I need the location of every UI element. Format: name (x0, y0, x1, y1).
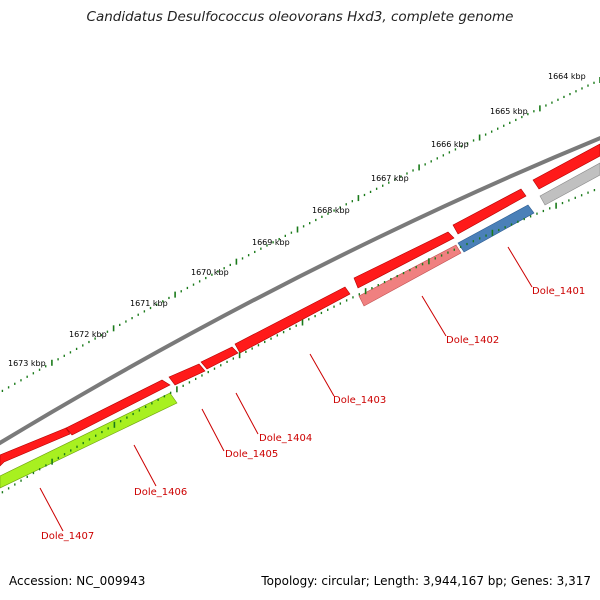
leader-line (235, 392, 259, 435)
scale-label: 1664 kbp (548, 72, 586, 81)
gene-block (234, 286, 351, 354)
gene-block (452, 188, 527, 235)
gene-label-dole-1405[interactable]: Dole_1405 (225, 449, 278, 460)
gene-block-1407 (0, 392, 178, 489)
scale-label: 1667 kbp (371, 174, 409, 183)
gene-label-dole-1403[interactable]: Dole_1403 (333, 395, 386, 406)
map-title: Candidatus Desulfococcus oleovorans Hxd3… (86, 9, 514, 25)
accession-text: Accession: NC_009943 (9, 574, 146, 588)
topology-info-text: Topology: circular; Length: 3,944,167 bp… (261, 574, 591, 588)
scale-label: 1670 kbp (191, 268, 229, 277)
scale-label: 1671 kbp (130, 299, 168, 308)
gene-label-dole-1402[interactable]: Dole_1402 (446, 335, 499, 346)
gene-block-grey (539, 162, 600, 206)
gene-labels: Dole_1401 Dole_1402 Dole_1403 Dole_1404 … (41, 286, 585, 542)
scale-label: 1669 kbp (252, 238, 290, 247)
scale-label: 1665 kbp (490, 107, 528, 116)
scale-label: 1673 kbp (8, 359, 46, 368)
gene-block (0, 427, 71, 467)
gene-label-dole-1401[interactable]: Dole_1401 (532, 286, 585, 297)
gene-block (200, 346, 239, 370)
leader-line (39, 487, 64, 532)
gene-label-dole-1406[interactable]: Dole_1406 (134, 487, 187, 498)
gene-block (532, 143, 600, 190)
gene-label-dole-1404[interactable]: Dole_1404 (259, 433, 312, 444)
scale-label: 1668 kbp (312, 206, 350, 215)
gene-block-1402 (358, 244, 462, 307)
reverse-strand-genes (0, 162, 600, 489)
forward-strand-genes (0, 143, 600, 467)
leader-line (133, 444, 157, 487)
gene-block (168, 363, 206, 386)
gene-block (353, 231, 455, 289)
gene-block-1401 (457, 204, 535, 253)
leader-line (507, 246, 533, 288)
scale-label: 1666 kbp (431, 140, 469, 149)
leader-line (201, 408, 225, 452)
inner-scale-ticks (1, 189, 596, 494)
gene-block (65, 379, 171, 436)
scale-labels: 1664 kbp 1665 kbp 1666 kbp 1667 kbp 1668… (8, 72, 586, 368)
outer-scale-ticks (1, 77, 600, 392)
gene-leader-lines (39, 246, 533, 532)
scale-label: 1672 kbp (69, 330, 107, 339)
leader-line (309, 353, 335, 397)
leader-line (421, 295, 447, 337)
genome-backbone (0, 136, 600, 446)
gene-label-dole-1407[interactable]: Dole_1407 (41, 531, 94, 542)
